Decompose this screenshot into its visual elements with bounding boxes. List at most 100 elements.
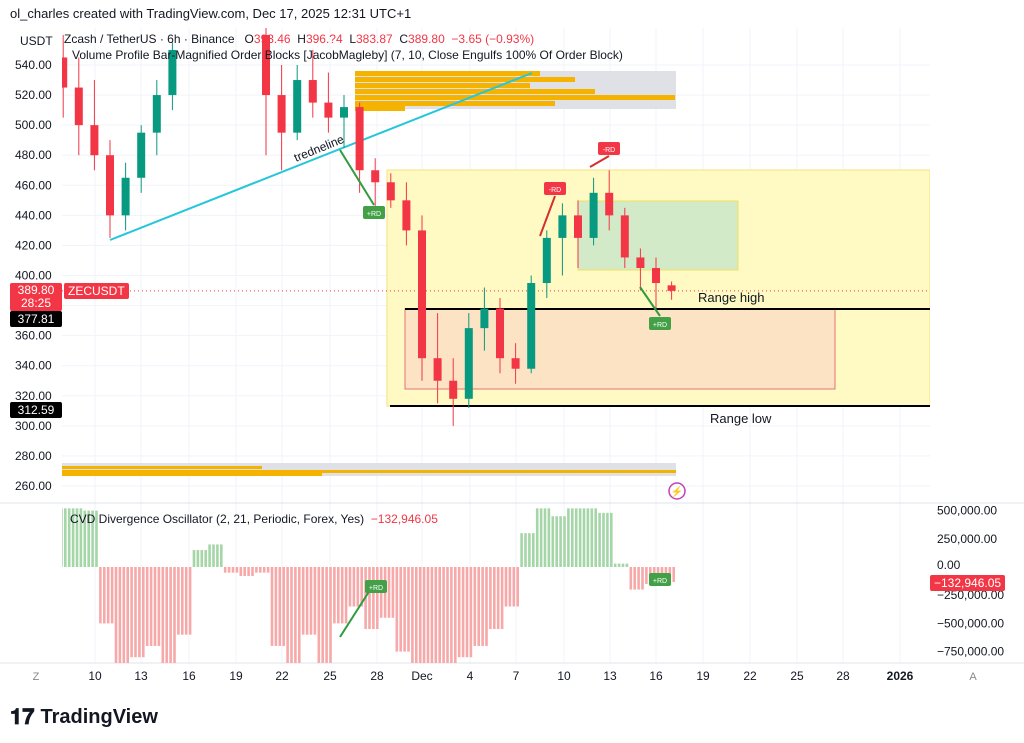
price-chart[interactable]: 260.00280.00300.00320.00340.00360.00400.… bbox=[0, 0, 1024, 700]
volume-profile-bar bbox=[62, 466, 262, 469]
candle-body bbox=[449, 380, 458, 399]
y-tick-label: 500.00 bbox=[15, 118, 52, 132]
bull-div-label: +RD bbox=[369, 585, 383, 592]
x-tick-label: 7 bbox=[513, 669, 520, 683]
cvd-bar bbox=[227, 567, 231, 573]
oscillator-legend[interactable]: CVD Divergence Oscillator (2, 21, Period… bbox=[70, 512, 438, 526]
cvd-bar bbox=[477, 567, 480, 646]
cvd-bar bbox=[500, 567, 504, 630]
cvd-bar bbox=[282, 567, 285, 646]
cvd-bar bbox=[438, 567, 441, 663]
x-tick-label: 19 bbox=[696, 669, 710, 683]
volume-profile-bar bbox=[355, 106, 405, 111]
x-tick-label: 2026 bbox=[887, 669, 914, 683]
candle-body bbox=[340, 107, 348, 118]
bull-div-label-bg bbox=[649, 573, 671, 586]
cvd-bar bbox=[578, 508, 582, 567]
x-tick-label: 25 bbox=[790, 669, 804, 683]
cvd-bar bbox=[259, 567, 262, 573]
x-tick-label: 13 bbox=[134, 669, 148, 683]
alert-icon bbox=[668, 482, 686, 500]
cvd-bar bbox=[110, 567, 114, 624]
cvd-bar bbox=[543, 508, 547, 567]
cvd-bar bbox=[239, 567, 243, 577]
candle-body bbox=[262, 34, 270, 96]
cvd-bar bbox=[415, 567, 418, 663]
cvd-bar bbox=[352, 567, 356, 607]
cvd-bar bbox=[590, 508, 594, 567]
auto-scale-button[interactable]: A bbox=[969, 671, 977, 683]
volume-profile-bar bbox=[62, 470, 676, 473]
symbol-title[interactable]: Zcash / TetherUS · 6h · Binance bbox=[64, 32, 235, 46]
y-tick-label: 520.00 bbox=[15, 88, 52, 102]
candle-body bbox=[667, 285, 676, 291]
tradingview-logo[interactable]: 𝟏𝟕 TradingView bbox=[10, 704, 158, 730]
x-tick-label: 25 bbox=[323, 669, 337, 683]
currency-label[interactable]: USDT bbox=[20, 34, 53, 48]
cvd-bar bbox=[262, 567, 266, 573]
cvd-bar bbox=[337, 567, 340, 624]
cvd-bar bbox=[348, 567, 352, 607]
cvd-bar bbox=[247, 567, 250, 577]
high-value: 396.?4 bbox=[305, 32, 343, 46]
timezone-button[interactable]: Z bbox=[33, 671, 40, 683]
cvd-bar bbox=[571, 508, 574, 567]
cvd-bar bbox=[504, 567, 508, 607]
cvd-bar bbox=[606, 512, 609, 567]
bull-div-label-bg bbox=[363, 206, 385, 219]
cvd-bar bbox=[473, 567, 477, 646]
candle-body bbox=[418, 230, 426, 359]
cvd-current-tag: −132,946.05 bbox=[930, 575, 1006, 591]
candle-body bbox=[371, 170, 380, 183]
indicator-legend[interactable]: Volume Profile Bar-Magnified Order Block… bbox=[72, 48, 623, 62]
cvd-bar bbox=[360, 567, 363, 607]
cvd-bar bbox=[286, 567, 289, 663]
y-tick-label: 540.00 bbox=[15, 58, 52, 72]
y-tick-label: 300.00 bbox=[15, 419, 52, 433]
cvd-bar bbox=[539, 508, 543, 567]
cvd-bar bbox=[535, 508, 539, 567]
cvd-bar bbox=[434, 567, 438, 663]
x-tick-label: 10 bbox=[88, 669, 102, 683]
cvd-bar bbox=[305, 567, 309, 635]
cvd-bar bbox=[559, 516, 562, 567]
cvd-bar bbox=[103, 567, 106, 624]
x-tick-label: 10 bbox=[557, 669, 571, 683]
cvd-bar bbox=[67, 508, 71, 567]
range-low-tag: 312.59 bbox=[10, 402, 62, 418]
cvd-bar bbox=[212, 544, 215, 567]
volume-profile-bar bbox=[355, 77, 575, 82]
cvd-bar bbox=[594, 508, 597, 567]
cvd-bar bbox=[555, 516, 558, 567]
cvd-bar bbox=[184, 567, 188, 635]
candle-body bbox=[511, 358, 520, 369]
oscillator-pane: +RD +RD bbox=[62, 508, 675, 663]
cvd-bar bbox=[430, 567, 434, 663]
bull-div-label: +RD bbox=[653, 578, 667, 585]
cvd-bar bbox=[87, 510, 90, 567]
osc-tick-label: −500,000.00 bbox=[937, 616, 1004, 630]
candle-body bbox=[464, 328, 473, 399]
cvd-bar bbox=[403, 567, 406, 652]
candle-body bbox=[636, 257, 645, 268]
cvd-bar bbox=[508, 567, 512, 607]
bear-div-line bbox=[589, 155, 610, 168]
cvd-bar bbox=[489, 567, 492, 630]
bull-div-label: +RD bbox=[653, 322, 667, 329]
cvd-bar bbox=[547, 508, 551, 567]
brand-name: TradingView bbox=[40, 705, 158, 728]
cvd-bar bbox=[153, 567, 157, 646]
osc-tick-label: 0.00 bbox=[937, 558, 961, 572]
cvd-bar bbox=[75, 508, 79, 567]
cvd-bar bbox=[169, 567, 172, 663]
cvd-bar bbox=[399, 567, 402, 652]
cvd-bar bbox=[149, 567, 153, 646]
cvd-bar bbox=[465, 567, 469, 658]
cvd-bar bbox=[138, 567, 141, 658]
x-tick-label: 22 bbox=[275, 669, 289, 683]
cvd-bar bbox=[165, 567, 168, 663]
y-tick-label: 280.00 bbox=[15, 449, 52, 463]
candle-body bbox=[652, 267, 660, 284]
cvd-bar bbox=[450, 567, 453, 663]
cvd-bar bbox=[79, 508, 83, 567]
